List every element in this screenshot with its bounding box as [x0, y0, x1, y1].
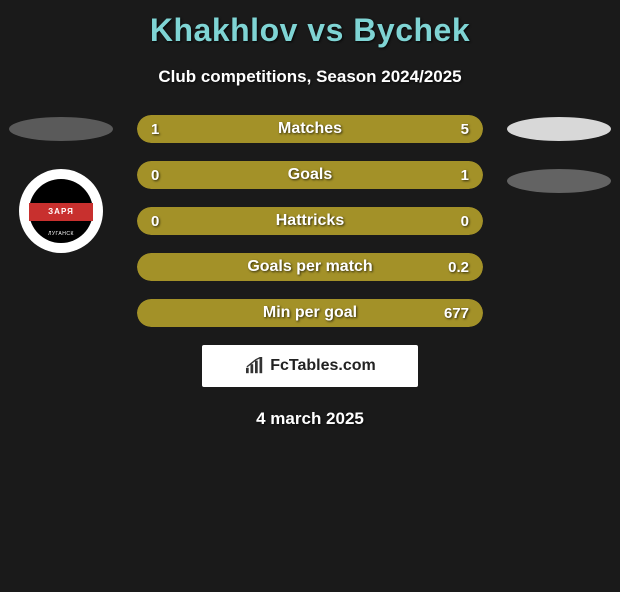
stat-right-value: 0	[461, 213, 469, 230]
stat-row: Goals per match0.2	[137, 253, 483, 281]
stat-label: Matches	[137, 120, 483, 138]
stat-row: 1Matches5	[137, 115, 483, 143]
stat-label: Goals	[137, 166, 483, 184]
stat-label: Min per goal	[137, 304, 483, 322]
right-oval-1	[507, 117, 611, 141]
stat-row: 0Hattricks0	[137, 207, 483, 235]
club-badge-inner: ЗАРЯ ЛУГАНСК	[29, 179, 93, 243]
club-badge-subtext: ЛУГАНСК	[29, 231, 93, 237]
stat-label: Goals per match	[137, 258, 483, 276]
stat-right-value: 677	[444, 305, 469, 322]
stat-right-value: 5	[461, 121, 469, 138]
subtitle: Club competitions, Season 2024/2025	[0, 67, 620, 87]
club-badge-text: ЗАРЯ	[29, 203, 93, 221]
attribution-box: FcTables.com	[202, 345, 418, 387]
left-club-badge: ЗАРЯ ЛУГАНСК	[19, 169, 103, 253]
attribution-text: FcTables.com	[270, 357, 376, 375]
stats-bars: 1Matches50Goals10Hattricks0Goals per mat…	[137, 115, 483, 327]
comparison-content: ЗАРЯ ЛУГАНСК 1Matches50Goals10Hattricks0…	[0, 115, 620, 429]
page-title: Khakhlov vs Bychek	[0, 12, 620, 49]
left-oval-1	[9, 117, 113, 141]
stat-right-value: 0.2	[448, 259, 469, 276]
stat-row: Min per goal677	[137, 299, 483, 327]
stat-label: Hattricks	[137, 212, 483, 230]
right-column	[504, 115, 614, 193]
stat-row: 0Goals1	[137, 161, 483, 189]
date-label: 4 march 2025	[0, 409, 620, 429]
chart-icon	[244, 357, 266, 375]
right-oval-2	[507, 169, 611, 193]
stat-right-value: 1	[461, 167, 469, 184]
left-column: ЗАРЯ ЛУГАНСК	[6, 115, 116, 253]
